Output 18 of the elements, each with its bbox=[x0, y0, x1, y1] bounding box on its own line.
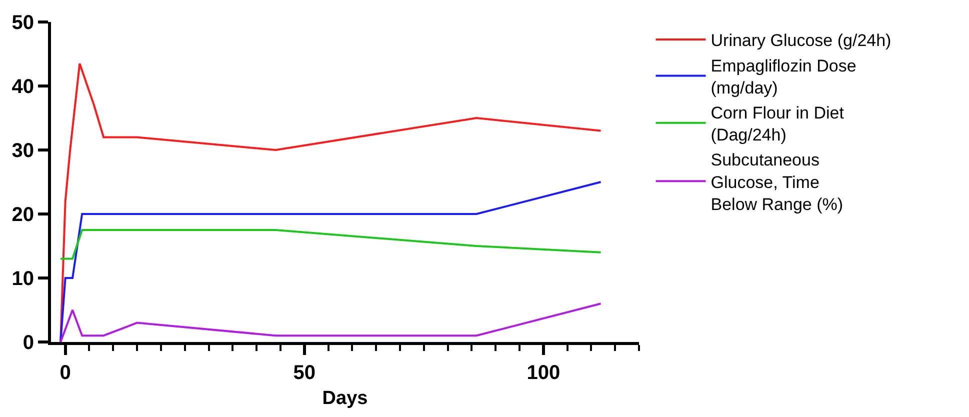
y-tick-label: 50 bbox=[12, 12, 34, 34]
x-tick-label: 0 bbox=[60, 362, 71, 384]
legend-label: Corn Flour in Diet (Dag/24h) bbox=[710, 103, 844, 145]
y-tick-label: 30 bbox=[12, 140, 34, 162]
line-series bbox=[60, 62, 602, 342]
line-series bbox=[60, 302, 602, 342]
y-tick-label: 40 bbox=[12, 76, 34, 98]
x-axis-title: Days bbox=[322, 388, 368, 409]
legend-label: Subcutaneous Glucose, Time Below Range (%) bbox=[710, 150, 844, 214]
line-series bbox=[60, 229, 602, 260]
y-tick-label: 20 bbox=[12, 204, 34, 226]
legend-label: Empagliflozin Dose (mg/day) bbox=[710, 56, 856, 98]
legend-label: Urinary Glucose (g/24h) bbox=[710, 31, 892, 50]
y-tick-label: 10 bbox=[12, 268, 34, 290]
line-series bbox=[60, 181, 602, 342]
x-tick-label: 100 bbox=[526, 362, 560, 384]
x-tick-label: 50 bbox=[293, 362, 316, 384]
y-tick-label: 0 bbox=[22, 332, 34, 354]
